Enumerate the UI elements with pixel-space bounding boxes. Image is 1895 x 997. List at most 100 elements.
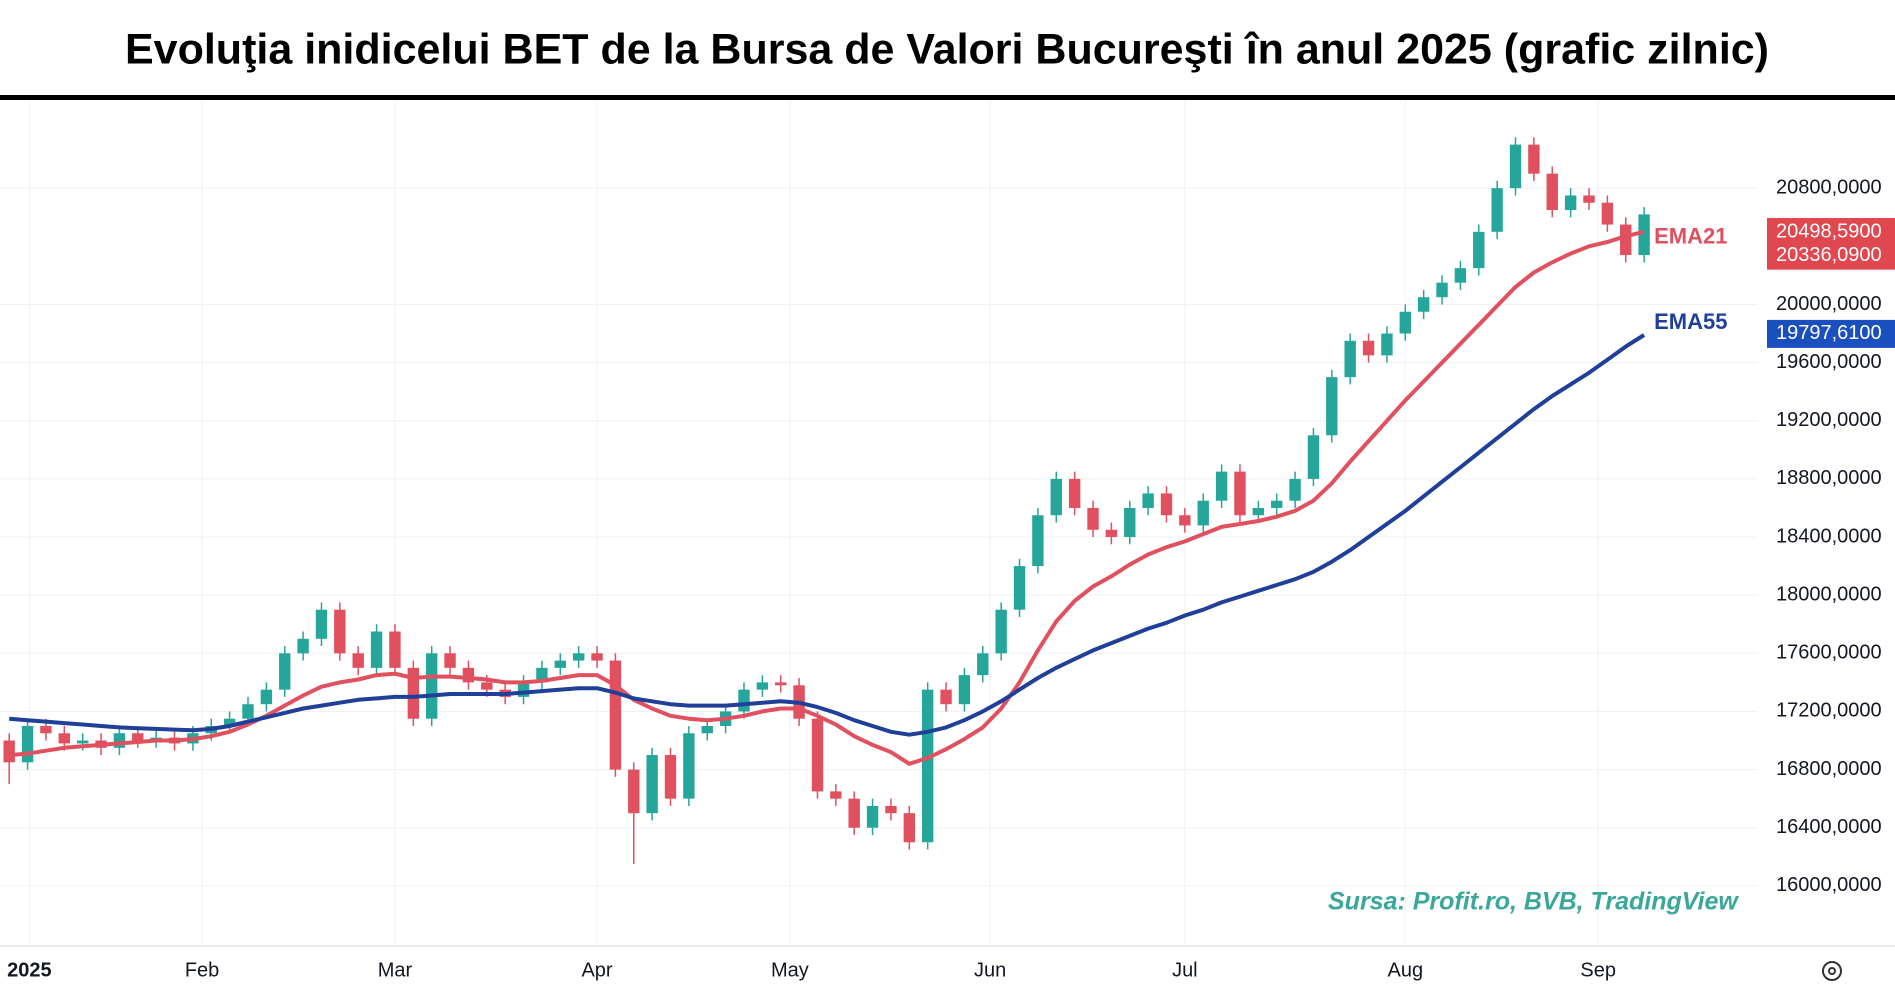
y-tick-label: 16000,0000	[1776, 874, 1882, 896]
candle-body	[3, 740, 15, 763]
candle-body	[1564, 195, 1577, 211]
candle-body	[1050, 478, 1062, 516]
candle-body	[113, 733, 126, 748]
candle-body	[664, 755, 677, 799]
candle-body	[921, 689, 934, 843]
candle-body	[40, 725, 52, 734]
candle-body	[646, 755, 658, 814]
x-tick-label: Jun	[974, 959, 1006, 981]
candle-body	[1326, 377, 1338, 436]
candle-body	[628, 769, 640, 814]
candle-body	[811, 718, 824, 792]
candle-body	[1124, 507, 1136, 538]
candle-body	[1417, 297, 1430, 312]
y-tick-label: 16800,0000	[1776, 758, 1882, 780]
candle-body	[1620, 224, 1632, 256]
candle-body	[58, 733, 70, 744]
candle-body	[1454, 268, 1467, 283]
candle-body	[1307, 435, 1320, 479]
candle-body	[297, 638, 309, 654]
candle-body	[1583, 195, 1595, 203]
candle-body	[1546, 173, 1558, 211]
candle-body	[1638, 214, 1650, 256]
candle-body	[738, 689, 750, 712]
candle-body	[756, 682, 769, 690]
candle-body	[315, 609, 328, 639]
candle-body	[389, 631, 401, 668]
x-tick-label: Sep	[1580, 959, 1616, 981]
candle-body	[1234, 471, 1246, 516]
price-label-box	[1767, 218, 1895, 247]
legend-label: EMA21	[1654, 224, 1727, 249]
y-tick-label: 20800,0000	[1776, 176, 1882, 198]
candle-body	[1601, 202, 1614, 225]
candle-body	[1271, 500, 1283, 508]
candle-body	[223, 718, 236, 726]
candle-body	[1344, 340, 1356, 378]
candle-body	[260, 689, 273, 705]
candle-body	[1215, 471, 1228, 501]
settings-icon[interactable]	[1822, 961, 1842, 981]
candle-body	[407, 667, 420, 719]
candle-body	[848, 798, 860, 828]
candle-body	[866, 805, 879, 828]
candle-body	[279, 653, 291, 690]
candle-body	[1013, 566, 1026, 610]
candle-body	[1528, 144, 1540, 174]
candle-body	[1179, 515, 1191, 526]
y-tick-label: 18800,0000	[1776, 467, 1882, 489]
y-tick-label: 20000,0000	[1776, 293, 1882, 315]
candle-body	[572, 653, 585, 661]
candle-body	[1473, 231, 1485, 269]
y-tick-label: 17600,0000	[1776, 642, 1882, 664]
candle-body	[242, 704, 254, 719]
ema-line	[9, 229, 1645, 766]
candle-body	[1252, 507, 1265, 516]
candle-body	[536, 667, 548, 683]
candle-body	[1289, 478, 1301, 501]
candle-body	[517, 682, 530, 697]
candle-body	[1399, 311, 1411, 334]
candle-body	[132, 733, 144, 741]
candle-body	[1491, 188, 1503, 232]
chart-title: Evoluţia inidicelui BET de la Bursa de V…	[125, 25, 1769, 73]
candle-body	[554, 660, 566, 668]
x-tick-label: Jul	[1172, 959, 1198, 981]
candle-body	[370, 631, 383, 668]
candle-body	[334, 609, 346, 654]
y-tick-label: 19600,0000	[1776, 351, 1882, 373]
candle-body	[425, 653, 438, 719]
candle-body	[701, 725, 713, 734]
x-tick-label: Mar	[378, 959, 413, 981]
candle-body	[1142, 493, 1154, 508]
x-tick-label: Aug	[1388, 959, 1424, 981]
y-tick-label: 18000,0000	[1776, 583, 1882, 605]
price-label: 20336,0900	[1776, 244, 1882, 266]
candle-body	[591, 653, 603, 661]
candle-body	[903, 813, 916, 843]
y-tick-label: 19200,0000	[1776, 409, 1882, 431]
x-tick-label: 2025	[7, 959, 52, 981]
candle-body	[940, 689, 952, 705]
x-tick-label: Feb	[185, 959, 219, 981]
candle-body	[1197, 500, 1209, 526]
candle-body	[683, 733, 695, 799]
price-label: 19797,6100	[1776, 322, 1882, 344]
candle-body	[1436, 282, 1448, 298]
candle-body	[775, 682, 787, 686]
candle-body	[830, 791, 842, 799]
candle-body	[481, 682, 493, 690]
price-label-box	[1767, 319, 1895, 348]
candle-body	[462, 667, 475, 683]
legend-label: EMA55	[1654, 309, 1727, 334]
settings-icon-center	[1828, 967, 1836, 975]
y-tick-label: 16400,0000	[1776, 816, 1882, 838]
x-tick-label: May	[771, 959, 809, 981]
candle-body	[1362, 340, 1375, 356]
candle-body	[1381, 333, 1393, 356]
price-label-box	[1767, 241, 1895, 270]
candle-body	[1068, 478, 1081, 508]
